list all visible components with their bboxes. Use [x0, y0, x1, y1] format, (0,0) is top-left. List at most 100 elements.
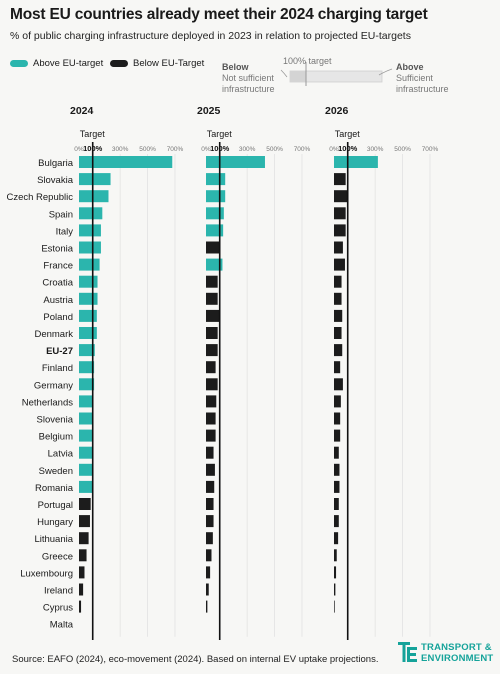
explainer-below-text-1: Not sufficient — [222, 73, 274, 83]
x-tick-label: 0% — [329, 146, 339, 153]
bar — [79, 532, 89, 545]
target-label: Target — [335, 129, 361, 139]
x-tick-label: 500% — [139, 146, 156, 153]
explainer-graphic — [280, 62, 393, 86]
bar — [79, 395, 93, 408]
bar — [79, 309, 97, 322]
legend-item-below: Below EU-Target — [110, 58, 204, 69]
source-note: Source: EAFO (2024), eco-movement (2024)… — [12, 654, 379, 665]
legend-label-below: Below EU-Target — [133, 58, 205, 69]
x-tick-label: 700% — [167, 146, 184, 153]
charging-chart: Bulgaria Slovakia Czech Republic Spain Italy… — [6, 105, 439, 640]
te-logo-line1: TRANSPORT & — [421, 642, 492, 653]
bar — [334, 378, 343, 391]
bar — [206, 156, 265, 168]
bar — [334, 224, 346, 237]
bar — [334, 429, 341, 442]
bar — [206, 429, 216, 442]
category-label: Belgium — [39, 432, 73, 443]
bar — [79, 446, 93, 459]
bar — [206, 532, 213, 545]
bar — [334, 463, 340, 476]
category-label: Slovenia — [37, 415, 74, 426]
bar — [334, 241, 343, 254]
x-tick-label: 300% — [239, 146, 256, 153]
te-logo-icon — [398, 642, 417, 662]
category-label: Ireland — [44, 586, 73, 597]
bar — [206, 498, 214, 510]
bar — [79, 241, 101, 254]
bar — [79, 275, 98, 288]
legend-item-above: Above EU-target — [10, 58, 103, 69]
explainer-above-title: Above — [396, 62, 424, 72]
category-label: Finland — [42, 363, 73, 374]
category-label: Spain — [49, 209, 73, 220]
bar — [79, 498, 91, 510]
bar — [206, 292, 218, 305]
te-logo-text: TRANSPORT & ENVIRONMENT — [421, 642, 493, 664]
te-logo-line2: ENVIRONMENT — [421, 653, 494, 664]
category-label: Austria — [43, 295, 73, 306]
bar — [206, 190, 226, 203]
bar — [206, 241, 220, 254]
bar — [206, 309, 220, 322]
category-label: Netherlands — [22, 397, 73, 408]
category-label: Romania — [35, 483, 74, 494]
bar — [79, 224, 101, 237]
category-label: Greece — [42, 551, 73, 562]
bar — [206, 224, 224, 237]
bar — [79, 207, 103, 220]
bar — [79, 515, 90, 528]
bar — [334, 292, 342, 305]
bar — [334, 412, 341, 425]
bar — [334, 395, 341, 408]
explainer-below-arrow — [280, 69, 288, 78]
category-label: Croatia — [42, 278, 73, 289]
bar — [206, 463, 215, 476]
te-logo: TRANSPORT & ENVIRONMENT — [398, 640, 494, 668]
bar — [334, 309, 343, 322]
bar — [206, 600, 208, 613]
explainer-below-title: Below — [222, 62, 249, 72]
bar — [206, 412, 216, 425]
bar — [206, 515, 214, 528]
bar — [334, 156, 378, 168]
bar — [79, 361, 95, 374]
bar — [334, 190, 348, 203]
x-tick-label: 300% — [112, 146, 129, 153]
bar — [206, 378, 218, 391]
bar — [79, 156, 173, 168]
category-label: Lithuania — [34, 534, 73, 545]
bar — [206, 327, 218, 339]
panel-title: 2026 — [325, 105, 349, 117]
x-tick-label: 700% — [294, 146, 311, 153]
bar — [334, 600, 335, 613]
bar — [79, 344, 95, 357]
x-tick-label: 500% — [394, 146, 411, 153]
x-tick-label: 700% — [422, 146, 439, 153]
bar — [79, 429, 94, 442]
category-label: Czech Republic — [6, 192, 73, 203]
category-label: Poland — [43, 312, 73, 323]
bar — [206, 275, 218, 288]
bar — [334, 446, 339, 459]
x-tick-label: 0% — [201, 146, 211, 153]
legend-label-above: Above EU-target — [33, 58, 104, 69]
legend-swatch-below — [110, 59, 128, 67]
bar — [206, 549, 212, 562]
bar — [206, 207, 224, 220]
x-tick-label: 0% — [74, 146, 84, 153]
bar — [334, 207, 346, 220]
target-explainer: 100% target Below Not sufficient infrast… — [0, 0, 500, 100]
x-tick-label: 300% — [367, 146, 384, 153]
bar — [79, 327, 97, 339]
target-label: Target — [80, 129, 106, 139]
category-label: Latvia — [48, 449, 74, 460]
bar — [334, 258, 345, 271]
bar — [334, 566, 337, 579]
explainer-above-arrow — [378, 68, 393, 76]
bar — [206, 480, 215, 493]
bar — [334, 498, 339, 510]
explainer-target-label: 100% target — [283, 56, 332, 66]
legend-swatch-above — [10, 59, 28, 67]
